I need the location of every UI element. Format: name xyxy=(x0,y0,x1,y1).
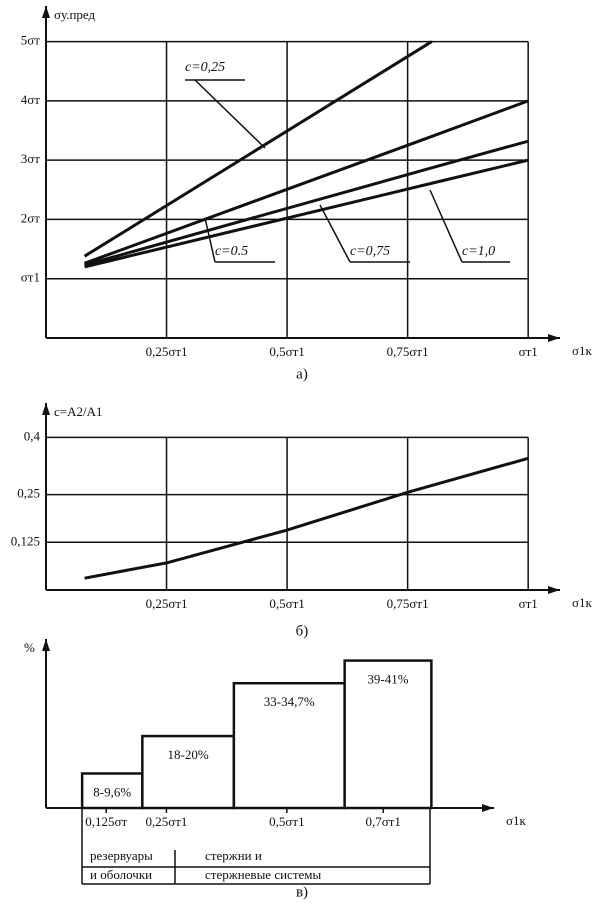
series-label: c=0,75 xyxy=(350,244,390,259)
group-note: стержни и xyxy=(205,848,262,863)
x-tick-label: 0,75σт1 xyxy=(387,344,429,359)
y-tick-label: 0,25 xyxy=(17,486,40,501)
arrow xyxy=(548,334,560,342)
arrow xyxy=(42,639,50,651)
series-label: c=1,0 xyxy=(462,244,495,259)
y-axis-label: % xyxy=(24,640,35,655)
y-tick-label: 4σт xyxy=(21,92,41,107)
arrow xyxy=(42,403,50,415)
leader xyxy=(194,79,266,149)
series-label: c=0.5 xyxy=(215,244,248,259)
y-tick-label: 0,125 xyxy=(11,533,40,548)
bar xyxy=(343,659,433,810)
x-tick-label: 0,25σт1 xyxy=(146,596,188,611)
series-line xyxy=(83,40,433,258)
y-axis-label: c=A2/A1 xyxy=(54,404,103,419)
value-label: 39-41% xyxy=(367,672,408,687)
x-tick-label: 0,5σт1 xyxy=(269,344,304,359)
bar xyxy=(80,772,144,810)
arrow xyxy=(42,6,50,18)
y-tick-label: 5σт xyxy=(21,33,41,48)
arrow xyxy=(482,804,494,812)
caption: в) xyxy=(296,884,308,900)
x-tick-label: σт1 xyxy=(519,596,538,611)
series-line xyxy=(84,99,529,265)
x-tick-label: 0,5σт1 xyxy=(269,814,304,829)
caption: а) xyxy=(296,366,308,382)
x-tick-label: 0,125σт xyxy=(85,814,127,829)
x-tick-label: 0,25σт1 xyxy=(145,814,187,829)
value-label: 33-34,7% xyxy=(264,694,315,709)
x-tick-label: σт1 xyxy=(519,344,538,359)
x-axis-label: σ1к xyxy=(506,813,527,828)
leader xyxy=(429,189,463,263)
group-note: стержневые системы xyxy=(205,867,321,882)
x-tick-label: 0,7σт1 xyxy=(365,814,400,829)
value-label: 18-20% xyxy=(168,747,209,762)
group-note: резервуары xyxy=(90,848,153,863)
x-tick-label: 0,75σт1 xyxy=(387,596,429,611)
caption: б) xyxy=(296,623,309,639)
leader xyxy=(319,204,351,263)
series-line xyxy=(84,139,529,267)
x-tick-label: 0,25σт1 xyxy=(146,344,188,359)
y-tick-label: 0,4 xyxy=(24,428,41,443)
bracket xyxy=(81,808,431,885)
group-note: и оболочки xyxy=(90,867,152,882)
series-line xyxy=(84,456,529,580)
value-label: 8-9,6% xyxy=(93,784,131,799)
bar xyxy=(232,681,346,810)
y-tick-label: 2σт xyxy=(21,210,41,225)
x-tick-label: 0,5σт1 xyxy=(269,596,304,611)
arrow xyxy=(548,586,560,594)
y-tick-label: σт1 xyxy=(21,270,40,285)
series-label: c=0,25 xyxy=(185,60,225,75)
y-tick-label: 3σт xyxy=(21,151,41,166)
y-axis-label: σу.пред xyxy=(54,7,96,22)
x-axis-label: σ1к xyxy=(572,595,593,610)
x-axis-label: σ1к xyxy=(572,343,593,358)
leader xyxy=(204,217,216,263)
series-line xyxy=(84,158,529,269)
